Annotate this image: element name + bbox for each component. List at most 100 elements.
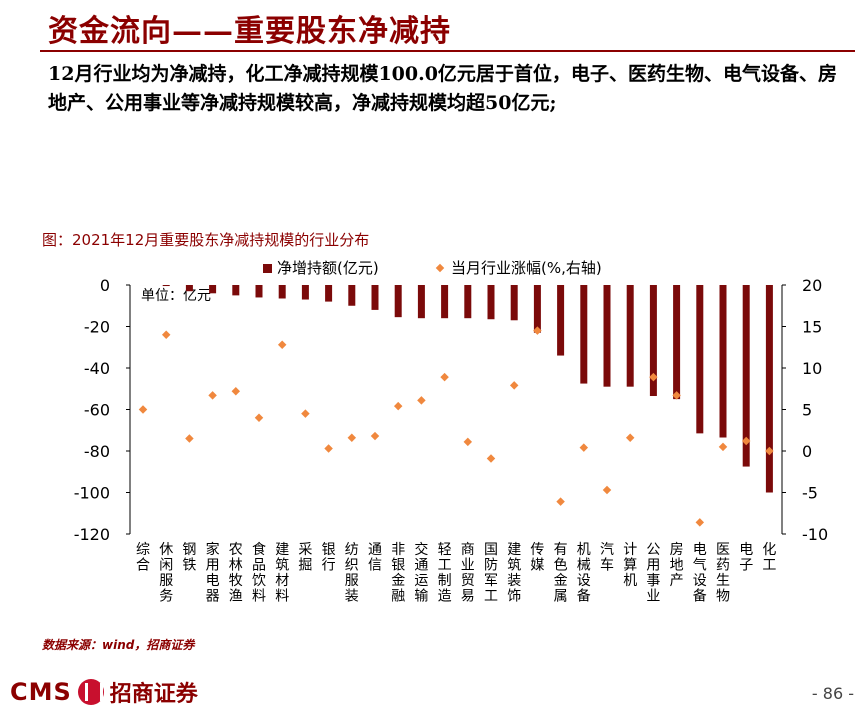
left-tick-label: -120 [74,525,110,544]
bar-银行 [325,285,333,302]
bar-国防军工 [487,285,495,320]
bar-纺织服装 [348,285,356,306]
x-tick-label: 采掘 [298,542,312,574]
point-纺织服装 [347,433,357,442]
x-tick-label: 房地产 [670,542,684,589]
point-轻工制造 [440,372,449,382]
x-tick-label: 轻工制造 [438,542,452,605]
x-tick-label: 食品饮料 [252,541,266,605]
x-tick-label: 化工 [762,542,776,574]
right-tick-label: 5 [802,401,812,420]
bar-食品饮料 [255,285,263,298]
point-计算机 [625,433,635,442]
point-家用电器 [208,391,217,400]
point-建筑装饰 [509,381,519,390]
x-tick-label: 电气设备 [693,542,707,605]
bar-通信 [371,285,379,310]
bar-计算机 [626,285,634,387]
x-tick-label: 机械设备 [577,542,591,605]
bar-机械设备 [580,285,588,384]
bar-家用电器 [209,285,217,294]
bar-汽车 [603,285,611,387]
bar-医药生物 [719,285,727,438]
bar-钢铁 [185,285,193,292]
x-tick-label: 有色金属 [554,542,568,605]
legend-dot-swatch [435,263,445,273]
x-tick-label: 钢铁 [182,542,196,574]
bar-有色金属 [557,285,565,356]
point-休闲服务 [161,330,171,340]
unit-label: 单位：亿元 [141,288,211,304]
bar-轻工制造 [441,285,449,319]
x-tick-label: 公用事业 [646,542,660,605]
point-通信 [370,431,380,441]
point-交通运输 [417,396,426,405]
x-tick-label: 休闲服务 [159,542,173,605]
x-tick-label: 非银金融 [391,542,405,605]
x-tick-label: 国防军工 [484,542,498,605]
left-tick-label: -20 [84,318,110,337]
bar-房地产 [673,285,681,400]
x-tick-label: 综合 [136,542,150,574]
bar-公用事业 [649,285,657,397]
company-logo: CMS 招商证券 [10,677,198,707]
x-tick-label: 交通运输 [414,541,428,605]
bar-商业贸易 [464,285,472,319]
point-建筑材料 [277,340,287,350]
x-tick-label: 医药生物 [716,542,730,605]
logo-icon [77,679,104,705]
legend-bar-swatch [263,264,272,273]
bar-交通运输 [417,285,425,319]
page-subtitle: 12月行业均为净减持，化工净减持规模100.0亿元居于首位，电子、医药生物、电气… [48,63,837,114]
point-化工 [765,446,774,456]
point-非银金融 [393,401,403,411]
legend-dot-label: 当月行业涨幅(%,右轴) [451,259,602,277]
point-钢铁 [185,434,194,443]
chart-caption: 图：2021年12月重要股东净减持规模的行业分布 [42,231,370,249]
data-source: 数据来源：wind，招商证券 [42,638,195,652]
right-tick-label: 20 [802,276,822,295]
x-tick-label: 农林牧渔 [229,542,243,605]
x-tick-label: 通信 [368,542,382,574]
x-tick-label: 建筑装饰 [507,542,521,605]
right-tick-label: 0 [802,442,812,461]
logo-text: CMS [10,678,72,706]
bar-农林牧渔 [232,285,240,296]
right-tick-label: -5 [802,484,818,503]
point-食品饮料 [254,413,264,423]
bar-传媒 [533,285,541,333]
bar-建筑材料 [278,285,286,299]
point-电气设备 [695,518,705,527]
right-tick-label: 15 [802,318,822,337]
page-number: - 86 - [811,684,854,703]
point-银行 [324,444,333,453]
x-tick-label: 家用电器 [206,541,220,605]
bar-化工 [765,285,773,493]
point-综合 [138,405,148,414]
point-农林牧渔 [231,386,241,396]
bar-非银金融 [394,285,402,318]
title-divider [40,50,855,52]
x-tick-label: 建筑材料 [275,542,289,605]
left-tick-label: -60 [84,401,110,420]
bar-采掘 [301,285,309,300]
left-tick-label: 0 [100,276,110,295]
x-tick-label: 计算机 [623,542,637,589]
bar-电气设备 [696,285,704,434]
point-采掘 [301,409,310,418]
x-tick-label: 电子 [739,542,753,574]
left-tick-label: -40 [84,359,110,378]
point-有色金属 [556,497,565,506]
point-商业贸易 [463,437,473,447]
x-tick-label: 传媒 [530,542,544,574]
point-汽车 [602,485,612,495]
x-tick-label: 纺织服装 [345,542,359,605]
chart-legend: 净增持额(亿元) 当月行业涨幅(%,右轴) [263,259,602,277]
point-医药生物 [718,442,728,452]
industry-reduction-chart: 净增持额(亿元) 当月行业涨幅(%,右轴) 单位：亿元 0 -20 -40 -60 -8… [74,259,828,605]
bar-电子 [742,285,750,467]
bar-休闲服务 [162,285,170,287]
x-tick-label: 商业贸易 [461,542,475,605]
right-tick-label: -10 [802,525,828,544]
logo-chinese-name: 招商证券 [109,681,198,707]
